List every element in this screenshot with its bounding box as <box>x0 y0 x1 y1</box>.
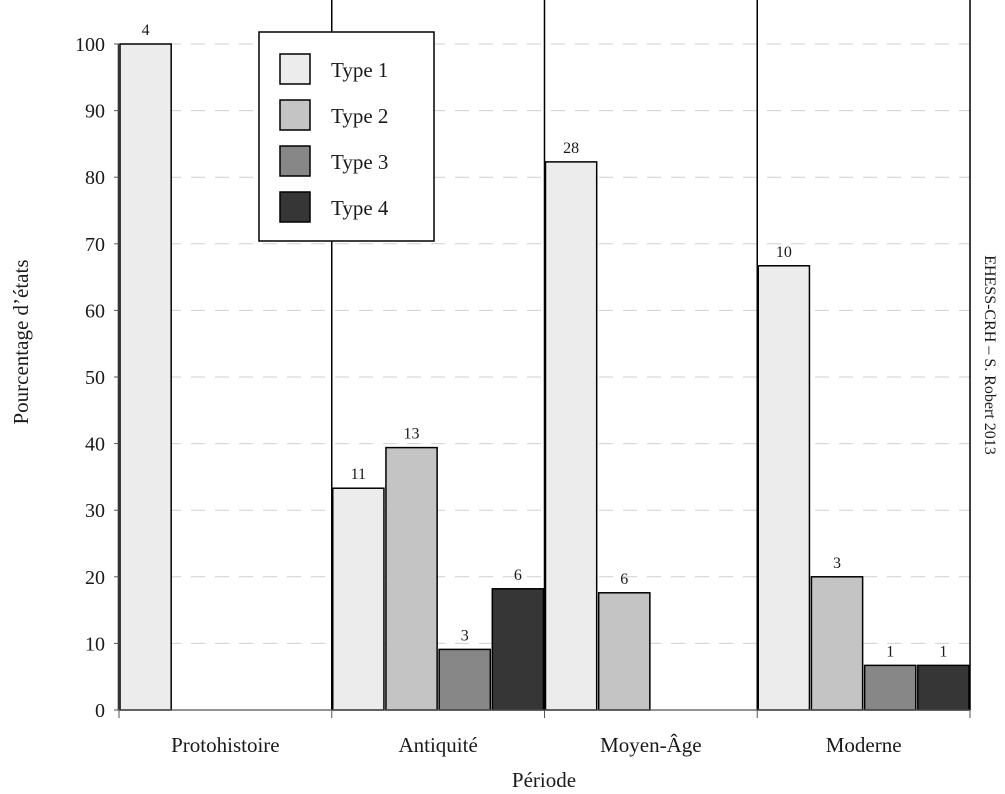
y-tick-label-70: 70 <box>85 234 105 256</box>
y-tick-label-0: 0 <box>95 700 105 722</box>
data-label-antiquite-type-4: 6 <box>514 567 522 584</box>
legend-label-type-4: Type 4 <box>331 196 389 220</box>
bar-antiquite-type-2 <box>385 446 438 711</box>
data-label-protohistoire-type-1: 4 <box>142 22 150 39</box>
bar-protohistoire-type-1 <box>119 43 172 711</box>
y-tick-label-40: 40 <box>85 434 105 456</box>
legend: Type 1 Type 2 Type 3 Type 4 <box>258 31 435 242</box>
data-label-antiquite-type-3: 3 <box>461 627 469 644</box>
y-tick-label-50: 50 <box>85 367 105 389</box>
bars <box>119 43 970 711</box>
bar-antiquite-type-4 <box>491 588 545 711</box>
legend-swatch-type-2 <box>279 99 311 131</box>
data-label-moderne-type-3: 1 <box>886 643 894 660</box>
data-label-antiquite-type-2: 13 <box>404 426 420 443</box>
bar-moyen-age-type-2 <box>597 592 651 711</box>
x-tick-label-moyen-age: Moyen-Âge <box>600 733 701 757</box>
data-label-moderne-type-1: 10 <box>776 244 792 261</box>
bar-moyen-age-type-1 <box>544 161 598 711</box>
y-tick-label-20: 20 <box>85 567 105 589</box>
x-tick-label-protohistoire: Protohistoire <box>171 733 280 757</box>
y-tick-label-100: 100 <box>75 34 105 56</box>
x-tick-label-moderne: Moderne <box>826 733 902 757</box>
y-tick-label-30: 30 <box>85 500 105 522</box>
credit-text: EHESS-CRH – S. Robert 2013 <box>981 255 998 455</box>
legend-label-type-3: Type 3 <box>331 150 388 174</box>
data-label-moderne-type-2: 3 <box>833 555 841 572</box>
y-tick-label-90: 90 <box>85 101 105 123</box>
legend-swatch-type-1 <box>279 53 311 85</box>
legend-swatch-type-3 <box>279 145 311 177</box>
bar-moderne-type-1 <box>757 265 811 711</box>
bar-moderne-type-4 <box>917 664 970 711</box>
y-axis-title: Pourcentage d’états <box>9 259 33 424</box>
legend-label-type-1: Type 1 <box>331 58 388 82</box>
x-axis-title: Période <box>512 768 576 792</box>
data-label-moyen-age-type-2: 6 <box>620 571 628 588</box>
bar-antiquite-type-3 <box>438 648 492 711</box>
axes: 0 10 20 30 40 50 60 70 80 90 100 Protohistoire Antiq… <box>75 34 971 757</box>
y-tick-label-10: 10 <box>85 633 105 655</box>
data-label-moderne-type-4: 1 <box>939 643 947 660</box>
y-tick-label-60: 60 <box>85 300 105 322</box>
x-tick-label-antiquite: Antiquité <box>398 733 477 757</box>
data-label-antiquite-type-1: 11 <box>351 466 366 483</box>
y-tick-label-80: 80 <box>85 167 105 189</box>
bar-moderne-type-2 <box>810 576 864 711</box>
data-label-moyen-age-type-1: 28 <box>563 140 579 157</box>
legend-swatch-type-4 <box>279 191 311 223</box>
legend-label-type-2: Type 2 <box>331 104 388 128</box>
bar-moderne-type-3 <box>863 664 917 711</box>
bar-antiquite-type-1 <box>332 487 385 711</box>
